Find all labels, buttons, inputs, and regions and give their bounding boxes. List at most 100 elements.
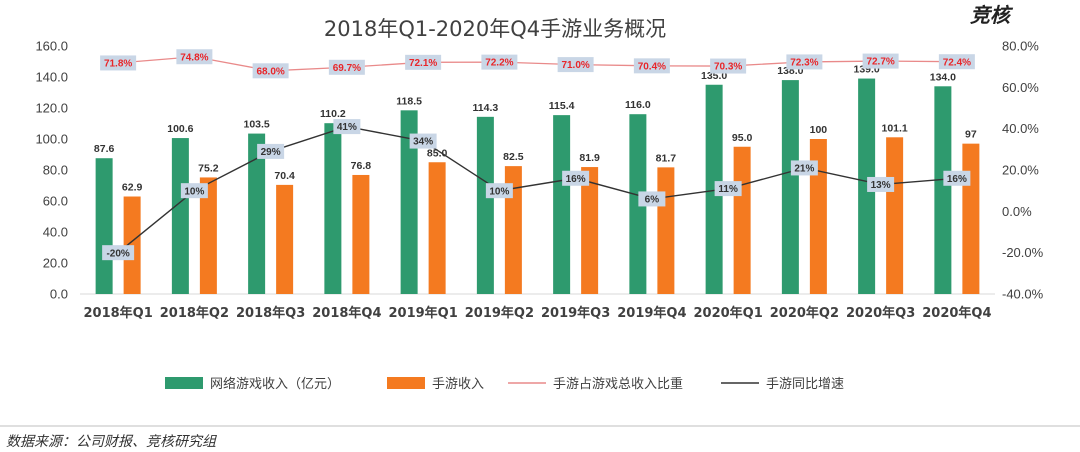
data-label-mobile-revenue: 82.5 [503, 151, 524, 163]
legend: 网络游戏收入（亿元） 手游收入 手游占游戏总收入比重 手游同比增速 [165, 376, 844, 392]
y-left-tick-label: 140.0 [35, 70, 68, 85]
x-tick-label: 2019年Q1 [388, 305, 457, 321]
x-tick-label: 2018年Q3 [236, 305, 305, 321]
growth-label-box [409, 133, 437, 149]
share-label-box [100, 55, 137, 71]
share-label-box [938, 54, 975, 70]
source-note: 数据来源：公司财报、竞核研究组 [6, 434, 217, 450]
data-label-mobile-share: 72.4% [943, 57, 971, 68]
legend-label-mobile-growth: 手游同比增速 [766, 377, 844, 392]
bar-online-games [934, 86, 952, 294]
data-label-mobile-growth: 34% [413, 137, 433, 148]
data-label-mobile-growth: 16% [947, 174, 967, 185]
x-tick-label: 2019年Q4 [617, 305, 686, 321]
data-label-mobile-revenue: 70.4 [274, 170, 295, 182]
data-label-mobile-growth: -20% [106, 248, 129, 259]
share-label-box [710, 58, 747, 74]
data-label-mobile-revenue: 62.9 [122, 182, 143, 194]
legend-label-mobile-share: 手游占游戏总收入比重 [553, 376, 683, 392]
bar-online-games [553, 115, 571, 294]
bar-series [95, 78, 980, 295]
growth-label-box [790, 160, 818, 176]
data-label-mobile-revenue: 85.0 [427, 147, 448, 159]
growth-label-box [180, 183, 208, 199]
x-axis-categories: 2018年Q1 2018年Q2 2018年Q3 2018年Q4 2019年Q1 2019年… [83, 305, 991, 321]
y-left-tick-label: 40.0 [43, 225, 68, 240]
y-left-tick-label: 160.0 [35, 39, 68, 54]
y-left-tick-label: 100.0 [35, 132, 68, 147]
brand-logo: 竞核 [970, 3, 1014, 27]
y-right-tick-label: 80.0% [1002, 39, 1039, 54]
y-right-tick-label: 20.0% [1002, 163, 1039, 178]
data-label-mobile-share: 72.2% [485, 58, 513, 69]
growth-label-box [867, 176, 895, 192]
data-label-mobile-growth: 10% [184, 186, 204, 197]
y-right-tick-label: 60.0% [1002, 80, 1039, 95]
data-label-mobile-growth: 10% [489, 186, 509, 197]
x-tick-label: 2020年Q4 [922, 305, 991, 321]
data-label-mobile-share: 72.3% [790, 58, 818, 69]
data-label-online-games: 116.0 [625, 99, 651, 111]
data-label-mobile-growth: 6% [645, 195, 660, 206]
y-left-tick-label: 60.0 [43, 194, 68, 209]
share-label-box [176, 49, 213, 65]
bar-mobile-revenue [581, 167, 599, 294]
share-label-box [252, 63, 289, 79]
bar-mobile-revenue [276, 184, 294, 294]
data-label-mobile-share: 72.7% [866, 57, 894, 68]
data-label-online-games: 100.6 [167, 123, 193, 135]
y-axis-left: 0.0 20.0 40.0 60.0 80.0 100.0 120.0 140.0 160.0 [35, 39, 68, 302]
bar-mobile-revenue [962, 143, 980, 294]
chart-title: 2018年Q1-2020年Q4手游业务概况 [324, 17, 666, 41]
data-label-mobile-growth: 21% [794, 164, 814, 175]
y-left-tick-label: 120.0 [35, 101, 68, 116]
data-label-mobile-revenue: 97 [965, 129, 977, 141]
bar-online-games [629, 114, 647, 294]
x-tick-label: 2018年Q4 [312, 305, 381, 321]
bar-mobile-revenue [352, 174, 370, 294]
share-label-box [786, 54, 823, 70]
line-data-labels: 71.8% 74.8% 68.0% 69.7% 72.1% 72.2% 71.0% 70.4%… [100, 49, 975, 261]
y-left-tick-label: 80.0 [43, 163, 68, 178]
line-series [117, 56, 957, 254]
data-label-mobile-growth: 29% [261, 147, 281, 158]
share-label-box [328, 59, 365, 75]
x-tick-label: 2020年Q3 [846, 305, 915, 321]
legend-label-mobile-revenue: 手游收入 [432, 377, 484, 392]
data-label-mobile-share: 69.7% [333, 63, 361, 74]
y-left-tick-label: 20.0 [43, 256, 68, 271]
bar-mobile-revenue [657, 167, 675, 294]
x-tick-label: 2019年Q3 [541, 305, 610, 321]
y-right-tick-label: -20.0% [1002, 245, 1044, 260]
data-label-mobile-revenue: 81.7 [656, 152, 677, 164]
data-label-mobile-share: 71.0% [561, 60, 589, 71]
bar-online-games [324, 123, 342, 294]
data-label-mobile-share: 71.8% [104, 59, 132, 70]
data-label-online-games: 118.5 [396, 95, 422, 107]
bar-online-games [476, 116, 494, 295]
growth-label-box [714, 181, 742, 197]
growth-label-box [638, 191, 666, 207]
bar-mobile-revenue [809, 139, 827, 294]
x-tick-label: 2018年Q2 [160, 305, 229, 321]
bar-data-labels: 87.6 100.6 103.5 110.2 118.5 114.3 115.4 116.0 1… [94, 64, 977, 194]
data-label-mobile-revenue: 75.2 [198, 162, 219, 174]
data-label-mobile-revenue: 101.1 [881, 122, 907, 134]
bar-mobile-revenue [886, 137, 904, 294]
bar-mobile-revenue [733, 146, 751, 294]
data-label-online-games: 103.5 [243, 119, 269, 131]
bar-online-games [705, 84, 723, 294]
data-label-mobile-growth: 11% [718, 184, 738, 195]
data-label-mobile-growth: 16% [566, 174, 586, 185]
legend-swatch-mobile-revenue [387, 377, 425, 389]
share-label-box [633, 58, 670, 74]
share-label-box [557, 57, 594, 73]
y-axis-right: -40.0% -20.0% 0.0% 20.0% 40.0% 60.0% 80.0% [1002, 39, 1044, 302]
bar-mobile-revenue [428, 162, 446, 294]
bar-online-games [781, 80, 799, 294]
data-label-mobile-revenue: 95.0 [732, 132, 753, 144]
growth-label-box [943, 170, 971, 186]
data-label-mobile-revenue: 81.9 [579, 152, 600, 164]
data-label-mobile-revenue: 76.8 [351, 160, 372, 172]
